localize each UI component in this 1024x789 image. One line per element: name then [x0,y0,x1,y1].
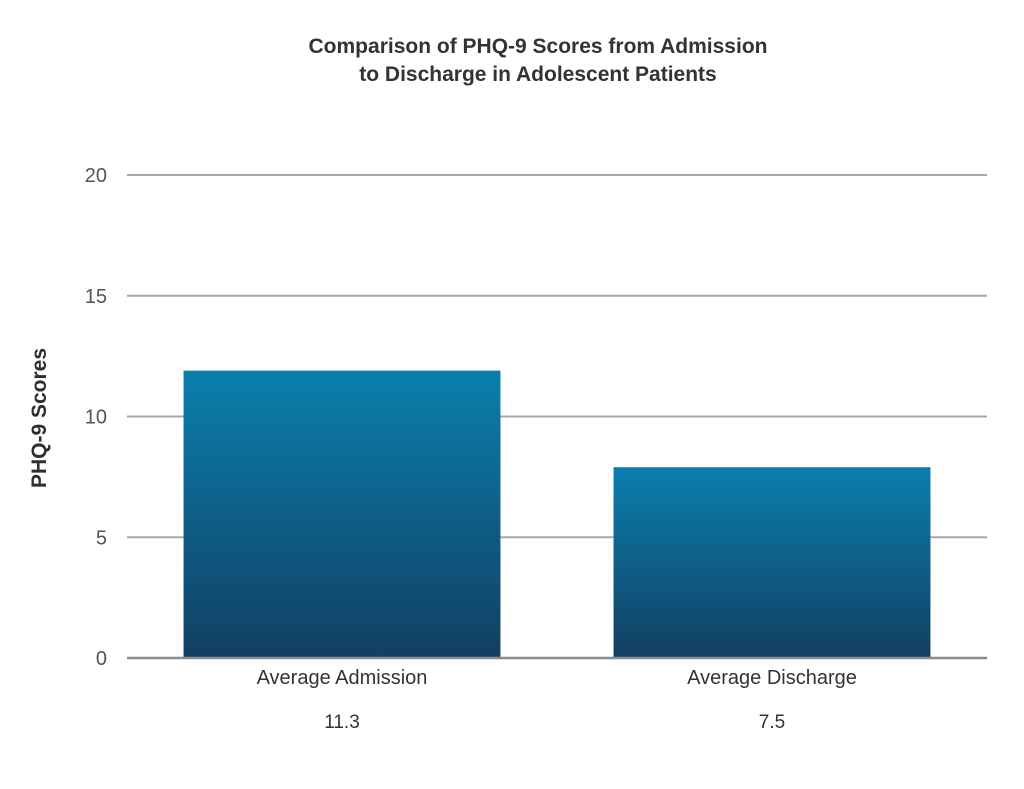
y-tick-label: 20 [85,165,107,187]
x-category-label: Average Discharge [687,667,857,689]
y-tick-label: 10 [85,407,107,429]
x-category-label: Average Admission [257,667,428,689]
data-label: 11.3 [324,712,360,733]
bar [613,467,931,658]
y-axis-ticks: 0 5 10 15 20 [85,165,107,670]
data-label: 7.5 [759,712,785,733]
category-labels: Average Admission 11.3 Average Discharge 7.… [257,667,857,733]
y-tick-label: 5 [96,527,107,549]
y-axis-label: PHQ-9 Scores [28,348,51,488]
y-tick-label: 0 [96,648,107,670]
bar [183,370,501,658]
y-tick-label: 15 [85,286,107,308]
chart-title-line-2: to Discharge in Adolescent Patients [359,63,716,86]
chart-title-line-1: Comparison of PHQ-9 Scores from Admissio… [309,35,768,58]
bars [183,370,931,658]
